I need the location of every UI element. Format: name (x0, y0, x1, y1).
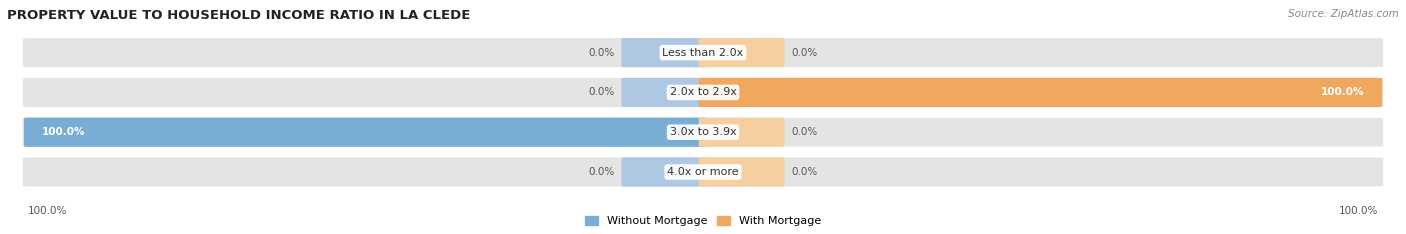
Text: 100.0%: 100.0% (42, 127, 86, 137)
Text: 100.0%: 100.0% (1320, 88, 1364, 97)
FancyBboxPatch shape (24, 117, 707, 147)
Text: Less than 2.0x: Less than 2.0x (662, 48, 744, 58)
FancyBboxPatch shape (699, 38, 785, 67)
Text: PROPERTY VALUE TO HOUSEHOLD INCOME RATIO IN LA CLEDE: PROPERTY VALUE TO HOUSEHOLD INCOME RATIO… (7, 9, 471, 22)
Text: 100.0%: 100.0% (28, 206, 67, 216)
FancyBboxPatch shape (22, 117, 1384, 147)
Text: 4.0x or more: 4.0x or more (668, 167, 738, 177)
FancyBboxPatch shape (699, 157, 785, 187)
FancyBboxPatch shape (621, 157, 707, 187)
Text: Source: ZipAtlas.com: Source: ZipAtlas.com (1288, 9, 1399, 19)
FancyBboxPatch shape (22, 77, 1384, 107)
Text: 100.0%: 100.0% (1339, 206, 1378, 216)
FancyBboxPatch shape (621, 78, 707, 107)
FancyBboxPatch shape (699, 78, 1382, 107)
Text: 0.0%: 0.0% (792, 48, 818, 58)
Text: 0.0%: 0.0% (588, 167, 614, 177)
Text: 0.0%: 0.0% (792, 127, 818, 137)
Text: 2.0x to 2.9x: 2.0x to 2.9x (669, 88, 737, 97)
Text: 0.0%: 0.0% (588, 48, 614, 58)
FancyBboxPatch shape (22, 157, 1384, 187)
Text: 3.0x to 3.9x: 3.0x to 3.9x (669, 127, 737, 137)
Text: 0.0%: 0.0% (792, 167, 818, 177)
Legend: Without Mortgage, With Mortgage: Without Mortgage, With Mortgage (585, 216, 821, 226)
Text: 0.0%: 0.0% (588, 88, 614, 97)
FancyBboxPatch shape (22, 38, 1384, 67)
FancyBboxPatch shape (621, 38, 707, 67)
FancyBboxPatch shape (699, 117, 785, 147)
